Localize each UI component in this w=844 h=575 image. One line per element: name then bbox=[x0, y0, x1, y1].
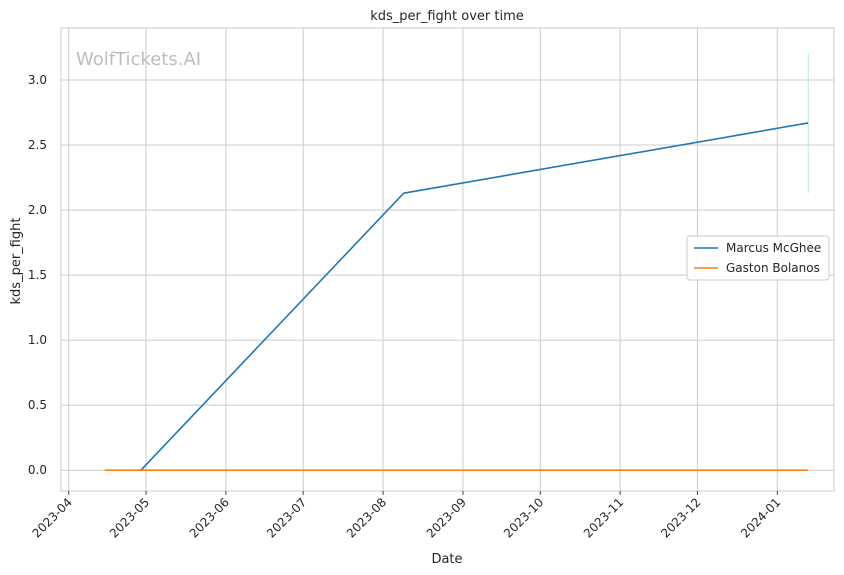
y-tick-label: 0.5 bbox=[28, 398, 47, 412]
legend: Marcus McGhee Gaston Bolanos bbox=[686, 235, 830, 281]
legend-box bbox=[686, 235, 830, 281]
legend-label-gaston-bolanos: Gaston Bolanos bbox=[726, 261, 820, 275]
legend-label-marcus-mcghee: Marcus McGhee bbox=[726, 241, 821, 255]
y-tick-label: 2.5 bbox=[28, 138, 47, 152]
series-layer bbox=[104, 54, 809, 472]
y-tick-label: 1.0 bbox=[28, 333, 47, 347]
y-tick-label: 2.0 bbox=[28, 203, 47, 217]
plot-area-frame bbox=[60, 27, 835, 492]
y-tick-label: 0.0 bbox=[28, 463, 47, 477]
series-line-marcus-mcghee bbox=[140, 122, 809, 471]
y-tick-label: 1.5 bbox=[28, 268, 47, 282]
y-axis-label: kds_per_fight bbox=[9, 218, 24, 305]
y-axis-ticks: 0.0 0.5 1.0 1.5 2.0 2.5 3.0 bbox=[28, 73, 47, 477]
x-axis-label: Date bbox=[431, 552, 462, 567]
watermark: WolfTickets.AI bbox=[76, 49, 201, 70]
y-tick-label: 3.0 bbox=[28, 73, 47, 87]
chart-title: kds_per_fight over time bbox=[370, 9, 524, 24]
